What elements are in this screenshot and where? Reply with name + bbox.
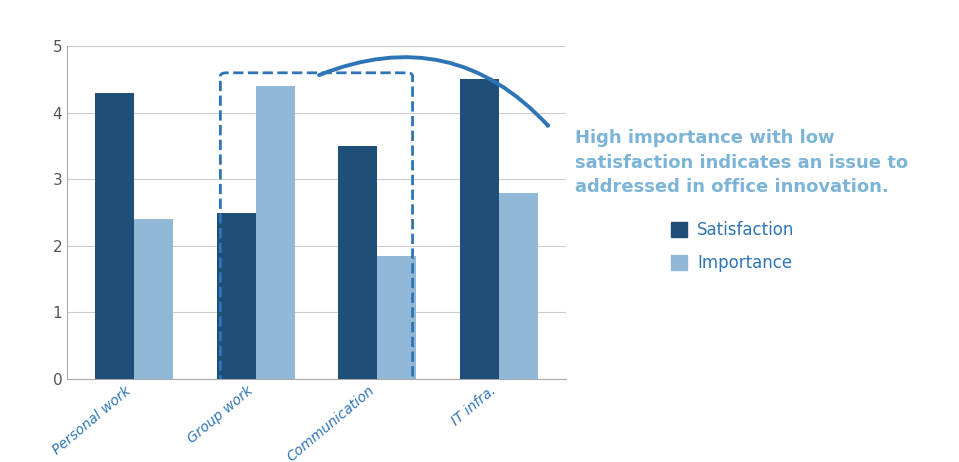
Legend: Satisfaction, Importance: Satisfaction, Importance xyxy=(664,214,802,279)
Text: High importance with low
satisfaction indicates an issue to
addressed in office : High importance with low satisfaction in… xyxy=(575,129,908,196)
Bar xyxy=(217,213,256,379)
Bar xyxy=(256,86,294,379)
Bar xyxy=(95,93,134,379)
Bar xyxy=(134,219,173,379)
Bar xyxy=(339,146,377,379)
Bar xyxy=(377,256,416,379)
Bar xyxy=(460,79,499,379)
Bar xyxy=(499,193,538,379)
